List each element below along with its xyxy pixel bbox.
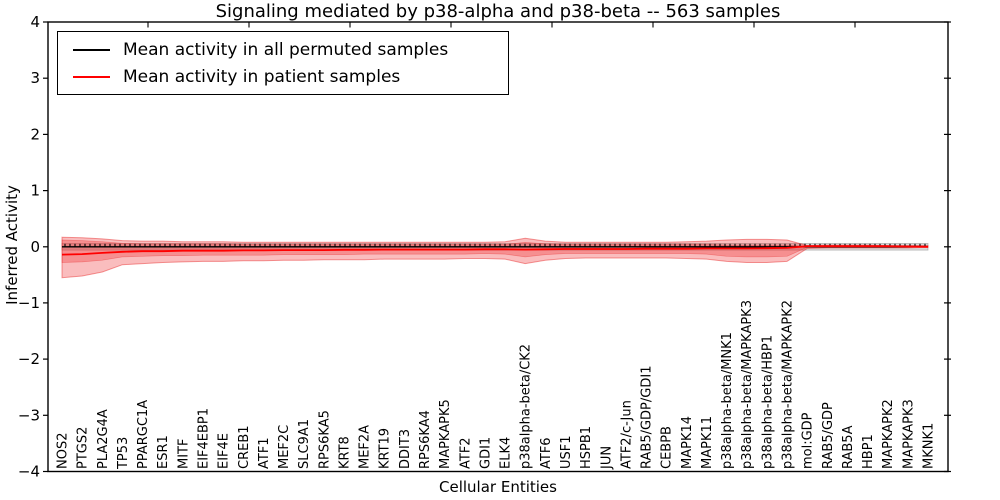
y-tick-label: 1	[30, 182, 40, 200]
x-tick-label: RAB5/GDP/GDI1	[640, 366, 655, 469]
legend-entry-patient: Mean activity in patient samples	[73, 63, 508, 90]
x-tick-label: RPS6KA4	[418, 410, 433, 469]
y-axis-ticks: 4 3 2 1 0 −1 −2 −3 −4	[18, 13, 951, 481]
x-tick-label: p38alpha-beta/MAPKAPK3	[740, 300, 755, 469]
permuted-line-swatch-icon	[73, 48, 110, 51]
x-tick-label: MKNK1	[922, 423, 937, 469]
patient-line-swatch-icon	[73, 75, 110, 78]
x-tick-label: CREB1	[237, 425, 252, 469]
permuted-mean-line	[62, 243, 928, 248]
x-axis-label: Cellular Entities	[439, 478, 557, 496]
x-tick-label: USF1	[559, 435, 574, 469]
x-tick-label: MAPKAPK2	[881, 399, 896, 469]
x-tick-label: p38alpha-beta/MAPKAPK2	[781, 300, 796, 469]
x-tick-label: EIF4E	[217, 433, 232, 469]
x-tick-label: mol:GDP	[801, 412, 816, 469]
x-tick-label: PTGS2	[76, 427, 91, 469]
chart-title: Signaling mediated by p38-alpha and p38-…	[215, 1, 781, 22]
legend-label-permuted: Mean activity in all permuted samples	[123, 39, 449, 60]
legend-entry-permuted: Mean activity in all permuted samples	[73, 36, 508, 63]
x-tick-label: p38alpha-beta/HBP1	[760, 335, 775, 469]
patient-band-outer	[61, 236, 929, 279]
x-tick-label: ATF6	[539, 437, 554, 469]
x-tick-label: GDI1	[478, 437, 493, 469]
x-tick-label: EIF4EBP1	[197, 408, 212, 469]
x-tick-label: SLC9A1	[297, 419, 312, 469]
x-tick-label: MAPK11	[700, 416, 715, 469]
x-tick-label: p38alpha-beta/MNK1	[720, 332, 735, 469]
y-tick-label: −3	[18, 406, 40, 424]
x-tick-label: MAPKAPK3	[901, 399, 916, 469]
x-tick-label: p38alpha-beta/CK2	[519, 344, 534, 469]
legend-label-patient: Mean activity in patient samples	[123, 66, 401, 87]
x-tick-label: PLA2G4A	[96, 409, 111, 469]
x-tick-label: MAPK14	[680, 416, 695, 469]
patient-mean-line	[61, 245, 929, 256]
x-tick-label: ESR1	[156, 435, 171, 469]
x-tick-label: ATF1	[257, 437, 272, 469]
x-tick-label: RAB5A	[841, 425, 856, 469]
x-tick-label: RPS6KA5	[317, 410, 332, 469]
top-axis-ticks	[147, 22, 856, 28]
y-axis-label: Inferred Activity	[3, 185, 21, 305]
x-tick-label: CEBPB	[660, 426, 675, 469]
y-tick-label: −4	[18, 463, 40, 481]
x-tick-label: ELK4	[499, 437, 514, 469]
x-tick-label: MEF2A	[358, 425, 373, 469]
x-tick-label: MEF2C	[277, 425, 292, 469]
x-tick-label: KRT19	[378, 428, 393, 469]
y-tick-label: 3	[30, 69, 40, 87]
y-tick-label: −1	[18, 294, 40, 312]
x-tick-label: DDIT3	[398, 429, 413, 469]
x-tick-label: TP53	[116, 437, 131, 470]
x-tick-label: ATF2	[458, 437, 473, 469]
y-tick-label: 0	[30, 238, 40, 256]
x-tick-label: HBP1	[861, 434, 876, 469]
x-tick-label: HSPB1	[579, 426, 594, 469]
y-tick-label: 4	[30, 13, 40, 31]
x-tick-label: PPARGC1A	[136, 400, 151, 469]
x-tick-label: MAPKAPK5	[438, 399, 453, 469]
x-tick-label: MITF	[176, 439, 191, 469]
x-tick-label: KRT8	[338, 436, 353, 469]
x-tick-label: ATF2/c-Jun	[619, 400, 634, 469]
y-tick-label: −2	[18, 350, 40, 368]
x-tick-labels: NOS2 PTGS2 PLA2G4A TP53 PPARGC1A ESR1 MITF EIF4…	[56, 300, 937, 470]
y-tick-label: 2	[30, 125, 40, 143]
legend: Mean activity in all permuted samples Me…	[57, 31, 509, 95]
x-tick-label: NOS2	[56, 433, 71, 469]
x-tick-label: RAB5/GDP	[821, 402, 836, 469]
x-tick-label: JUN	[599, 446, 614, 470]
